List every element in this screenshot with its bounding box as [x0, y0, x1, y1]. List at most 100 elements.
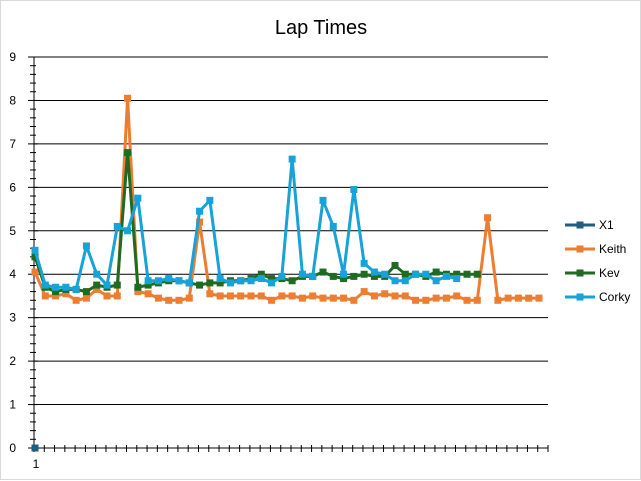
- data-point-keith-31: [340, 294, 348, 302]
- data-point-corky-10: [124, 227, 132, 235]
- data-point-corky-34: [370, 268, 378, 276]
- x-tick-label-1: 1: [33, 457, 40, 471]
- data-point-corky-33: [360, 259, 368, 267]
- data-point-corky-30: [329, 222, 337, 230]
- legend-label-corky: Corky: [599, 290, 630, 304]
- y-tick-label-2: 2: [9, 354, 16, 368]
- data-point-corky-26: [288, 155, 296, 163]
- data-point-keith-1: [31, 268, 39, 276]
- data-point-keith-29: [319, 294, 327, 302]
- legend-item-x1: X1: [565, 218, 614, 232]
- data-point-x1-1: [31, 444, 39, 452]
- data-point-corky-32: [350, 186, 358, 194]
- data-point-keith-28: [309, 292, 317, 300]
- data-point-corky-6: [82, 242, 90, 250]
- data-point-corky-27: [298, 270, 306, 278]
- data-point-kev-37: [401, 270, 409, 278]
- series-line-kev: [33, 151, 478, 294]
- data-point-corky-39: [422, 270, 430, 278]
- data-point-keith-15: [175, 296, 183, 304]
- data-point-corky-37: [401, 277, 409, 285]
- data-point-corky-20: [226, 279, 234, 287]
- data-point-keith-33: [360, 288, 368, 296]
- y-tick-label-8: 8: [9, 93, 16, 107]
- data-point-keith-34: [370, 292, 378, 300]
- data-point-keith-32: [350, 296, 358, 304]
- data-point-corky-28: [309, 272, 317, 280]
- data-point-keith-12: [144, 290, 152, 298]
- data-point-kev-23: [257, 270, 265, 278]
- series-line-corky: [33, 157, 458, 291]
- data-point-keith-25: [278, 292, 286, 300]
- data-point-keith-13: [154, 294, 162, 302]
- data-point-keith-30: [329, 294, 337, 302]
- data-point-keith-35: [381, 290, 389, 298]
- legend-item-corky: Corky: [565, 290, 630, 304]
- data-point-corky-40: [432, 277, 440, 285]
- y-tick-label-3: 3: [9, 311, 16, 325]
- data-point-corky-7: [93, 270, 101, 278]
- data-point-corky-15: [175, 277, 183, 285]
- data-point-keith-47: [504, 294, 512, 302]
- data-point-keith-44: [473, 296, 481, 304]
- data-point-keith-20: [226, 292, 234, 300]
- data-point-keith-2: [41, 292, 49, 300]
- data-point-keith-17: [196, 218, 204, 226]
- data-point-corky-2: [41, 281, 49, 289]
- x-tick-labels: 1: [33, 457, 40, 471]
- data-point-keith-50: [535, 294, 543, 302]
- data-point-kev-18: [206, 279, 214, 287]
- data-point-keith-40: [432, 294, 440, 302]
- legend-item-keith: Keith: [565, 242, 626, 256]
- data-point-kev-31: [340, 275, 348, 283]
- y-tick-label-0: 0: [9, 441, 16, 455]
- data-point-keith-38: [412, 296, 420, 304]
- data-point-keith-21: [237, 292, 245, 300]
- data-point-keith-42: [453, 292, 461, 300]
- data-point-kev-42: [453, 270, 461, 278]
- data-point-keith-5: [72, 296, 80, 304]
- y-tick-label-7: 7: [9, 137, 16, 151]
- data-point-keith-6: [82, 294, 90, 302]
- legend: X1 Keith Kev Corky: [565, 218, 630, 304]
- data-point-keith-27: [298, 294, 306, 302]
- data-point-kev-33: [360, 270, 368, 278]
- axes: [28, 56, 549, 452]
- data-point-keith-19: [216, 292, 224, 300]
- data-point-kev-11: [134, 283, 142, 291]
- data-point-kev-24: [268, 275, 276, 283]
- gridlines: [34, 56, 548, 406]
- data-point-keith-36: [391, 292, 399, 300]
- data-point-keith-18: [206, 290, 214, 298]
- chart-title: Lap Times: [275, 17, 367, 39]
- data-point-corky-31: [340, 270, 348, 278]
- data-point-corky-13: [154, 277, 162, 285]
- data-point-keith-45: [484, 214, 492, 222]
- data-point-corky-16: [185, 279, 193, 287]
- data-point-kev-7: [93, 281, 101, 289]
- series-corky: [31, 155, 461, 293]
- data-point-corky-25: [278, 272, 286, 280]
- data-point-kev-34: [370, 272, 378, 280]
- legend-item-kev: Kev: [565, 266, 620, 280]
- y-tick-label-6: 6: [9, 180, 16, 194]
- data-point-kev-29: [319, 268, 327, 276]
- y-tick-labels: 0 1 2 3 4 5 6 7 8 9: [9, 50, 16, 455]
- legend-swatch-marker-x1: [576, 221, 584, 229]
- data-point-keith-3: [52, 292, 60, 300]
- data-point-keith-16: [185, 294, 193, 302]
- data-point-corky-14: [165, 275, 173, 283]
- data-point-corky-1: [31, 246, 39, 254]
- data-point-corky-9: [113, 222, 121, 230]
- legend-swatch-marker-corky: [576, 293, 584, 301]
- y-tick-label-9: 9: [9, 50, 16, 64]
- data-point-corky-41: [442, 272, 450, 280]
- data-point-keith-4: [62, 290, 70, 298]
- data-point-keith-26: [288, 292, 296, 300]
- legend-swatch-marker-kev: [576, 269, 584, 277]
- legend-label-kev: Kev: [599, 266, 620, 280]
- data-point-keith-9: [113, 292, 121, 300]
- data-point-keith-43: [463, 296, 471, 304]
- data-point-keith-37: [401, 292, 409, 300]
